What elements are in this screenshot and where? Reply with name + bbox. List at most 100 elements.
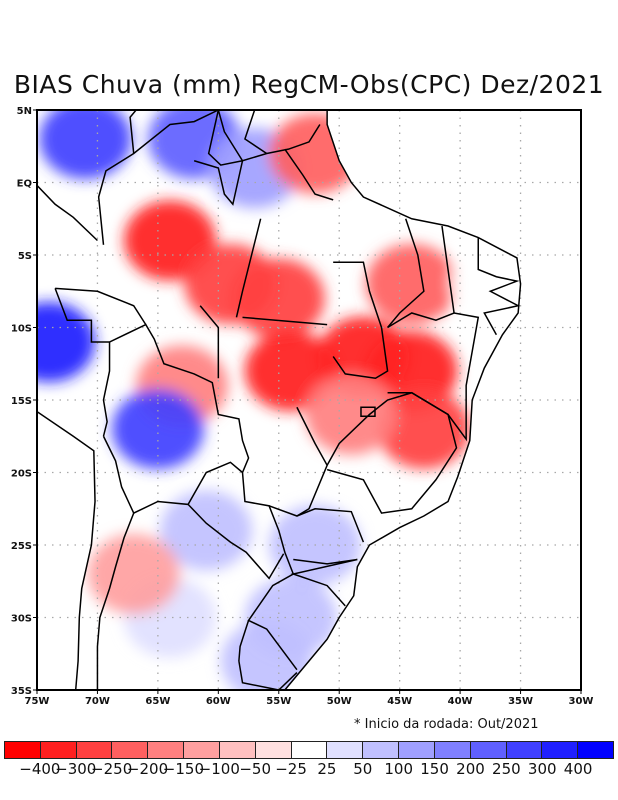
bias-region (111, 389, 204, 469)
colorbar-label: −25 (275, 760, 307, 778)
state-roraima (193, 160, 244, 206)
y-tick-label: 5N (17, 106, 32, 117)
border-bolivia-south (102, 435, 243, 515)
bias-region (305, 374, 398, 455)
bias-field (37, 110, 543, 690)
state-mt-para (242, 316, 328, 326)
colorbar-segment (399, 742, 435, 758)
y-tick-label: 35S (11, 686, 32, 697)
border-paraguay (187, 503, 285, 580)
border-peru-bolivia (102, 342, 111, 437)
border-brazil-west (54, 288, 298, 671)
colorbar-segment (40, 742, 77, 758)
bias-region (220, 621, 313, 690)
colorbar-label: 300 (527, 760, 557, 778)
state-amapa-para (284, 148, 334, 201)
x-tick-label: 55W (266, 696, 291, 707)
colorbar-label: −400 (19, 760, 61, 778)
atlantic-ocean (284, 110, 581, 690)
bias-region (87, 534, 180, 614)
colorbar-label: −150 (162, 760, 205, 778)
border-uruguay (238, 660, 298, 690)
gridlines (37, 110, 581, 690)
colorbar-label: 100 (384, 760, 414, 778)
state-pr-sc-rs (290, 558, 358, 607)
chart-title: BIAS Chuva (mm) RegCM-Obs(CPC) Dez/2021 (13, 70, 605, 99)
colorbar-label: 25 (317, 760, 337, 778)
colorbar-label: 400 (563, 760, 593, 778)
colorbar-segment (112, 742, 149, 758)
colorbar-label: −250 (91, 760, 133, 778)
colorbar-label: −50 (239, 760, 271, 778)
colorbar (4, 741, 614, 759)
y-tick-label: 10S (11, 324, 32, 335)
x-axis-ticks: 75W 70W 65W 60W 55W 50W 45W 40W 35W 30W (25, 690, 594, 707)
bias-region (377, 389, 470, 469)
border-brazil-north (97, 110, 321, 245)
y-tick-label: 25S (11, 541, 32, 552)
bias-blobs (37, 110, 543, 690)
ocean-mask (37, 110, 581, 690)
y-axis-ticks: 5N EQ 5S 10S 15S 20S 25S 30S 35S (11, 106, 37, 697)
x-tick-label: 30W (569, 696, 594, 707)
colorbar-label: 200 (456, 760, 485, 778)
border-argentina-chile (96, 512, 135, 690)
colorbar-label: 250 (492, 760, 521, 778)
x-tick-label: 60W (206, 696, 231, 707)
colorbar-segment (255, 742, 292, 758)
colorbar-label: 150 (420, 760, 449, 778)
bias-region (365, 244, 458, 324)
border-suriname (244, 110, 268, 155)
bias-region (37, 302, 96, 382)
colorbar-segment (506, 742, 543, 758)
pacific-ocean (37, 411, 96, 690)
pacific-coastline (37, 410, 96, 690)
colorbar-segment (470, 742, 507, 758)
bias-region (123, 200, 216, 281)
state-amazonas-para (235, 218, 262, 318)
colorbar-segment (434, 742, 471, 758)
border-colombia-peru (37, 184, 98, 242)
state-acre-amazonas (55, 287, 147, 326)
x-tick-label: 70W (85, 696, 110, 707)
y-tick-label: 20S (11, 469, 32, 480)
state-tocantins (332, 261, 389, 380)
y-tick-label: 15S (11, 396, 32, 407)
colorbar-segment (5, 742, 41, 758)
x-tick-label: 50W (327, 696, 352, 707)
colorbar-label: −100 (198, 760, 240, 778)
colorbar-segment (363, 742, 400, 758)
state-ro-mt (199, 305, 220, 379)
colorbar-segment (291, 742, 328, 758)
state-piaui-ceara (441, 225, 455, 314)
bias-region (244, 331, 337, 411)
bias-region (39, 110, 132, 179)
bias-region (160, 490, 253, 571)
state-maranhao-piaui (387, 218, 425, 328)
y-tick-label: 30S (11, 614, 32, 625)
colorbar-segment (578, 742, 614, 758)
border-uruguay-arg (238, 620, 250, 662)
x-tick-label: 45W (387, 696, 412, 707)
state-ne-small (477, 237, 521, 336)
colorbar-segment (148, 742, 185, 758)
colorbar-label: 50 (353, 760, 373, 778)
state-goias-ms (268, 406, 328, 517)
border-guyana (207, 110, 243, 166)
run-start-note: * Inicio da rodada: Out/2021 (354, 717, 539, 732)
colorbar-segment (184, 742, 220, 758)
state-sp-pr (296, 507, 365, 543)
federal-district-border (360, 406, 376, 417)
y-tick-label: EQ (17, 179, 32, 190)
colorbar-segment (76, 742, 113, 758)
colorbar-label: −300 (55, 760, 97, 778)
x-tick-label: 75W (25, 696, 50, 707)
colorbar-label: −200 (126, 760, 169, 778)
colorbar-segment (542, 742, 579, 758)
colorbar-labels: −400 −300 −250 −200 −150 −100 −50 −25 25 50 100 150… (4, 760, 614, 780)
colorbar-segment (219, 742, 256, 758)
colorbar-segment (327, 742, 364, 758)
x-tick-label: 35W (508, 696, 533, 707)
state-minas (326, 391, 458, 514)
x-tick-label: 65W (145, 696, 170, 707)
